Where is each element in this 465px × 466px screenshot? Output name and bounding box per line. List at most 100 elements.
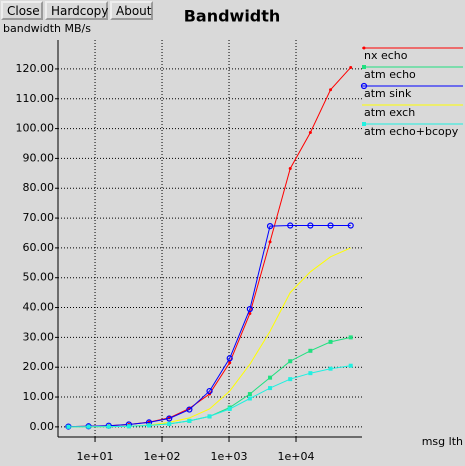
data-point — [126, 424, 131, 429]
data-point — [327, 222, 334, 229]
data-point — [266, 223, 274, 230]
data-point — [187, 418, 192, 423]
y-tick-label: 120.00 — [16, 62, 55, 75]
legend-label: atm echo — [364, 68, 416, 81]
series-line — [68, 336, 351, 428]
y-tick-label: 100.00 — [16, 122, 55, 135]
series-line — [68, 67, 352, 428]
data-point — [107, 424, 111, 428]
data-point — [65, 423, 72, 430]
series-line — [68, 225, 351, 428]
data-point — [347, 222, 354, 229]
series-line — [68, 247, 351, 428]
y-tick-label: 90.00 — [23, 151, 55, 164]
data-point — [125, 421, 132, 428]
y-tick-label: 40.00 — [23, 301, 55, 314]
legend-marker — [362, 46, 366, 50]
chart-title: Bandwidth — [184, 7, 281, 26]
data-point — [227, 406, 232, 411]
data-point — [226, 355, 233, 362]
data-point — [288, 377, 293, 382]
x-tick-label: 1e+02 — [144, 450, 181, 463]
legend-label: atm exch — [364, 106, 415, 119]
y-tick-label: 70.00 — [23, 211, 55, 224]
data-point — [166, 415, 173, 422]
data-point — [126, 424, 131, 429]
legend-marker — [360, 82, 368, 90]
y-tick-label: 110.00 — [16, 92, 55, 105]
legend-marker — [362, 65, 366, 69]
data-point — [228, 361, 232, 365]
data-point — [127, 422, 131, 426]
legend-marker — [362, 122, 366, 126]
data-point — [105, 422, 112, 429]
legend-label: nx echo — [364, 49, 408, 62]
data-point — [86, 424, 91, 429]
data-point — [246, 305, 253, 313]
data-point — [288, 359, 293, 364]
data-point — [268, 386, 273, 391]
legend-label: atm sink — [364, 87, 412, 100]
data-point — [287, 222, 294, 229]
y-tick-label: 0.00 — [30, 420, 55, 433]
data-point — [268, 240, 272, 244]
data-point — [86, 424, 91, 429]
y-tick-label: 20.00 — [23, 360, 55, 373]
x-tick-label: 1e+04 — [278, 450, 315, 463]
y-tick-label: 10.00 — [23, 390, 55, 403]
data-point — [208, 392, 212, 396]
data-point — [106, 424, 111, 429]
data-point — [66, 425, 70, 429]
data-point — [328, 366, 333, 371]
data-point — [207, 414, 212, 419]
data-point — [247, 392, 252, 397]
data-point — [186, 406, 193, 413]
y-tick-label: 80.00 — [23, 181, 55, 194]
data-point — [308, 371, 313, 376]
data-point — [187, 418, 192, 423]
data-point — [308, 130, 312, 134]
data-point — [328, 339, 333, 344]
y-axis-label: bandwidth MB/s — [3, 22, 91, 35]
x-axis-label: msg lth — [422, 435, 463, 448]
data-point — [206, 387, 213, 395]
hardcopy-button[interactable]: Hardcopy — [45, 1, 108, 20]
close-button[interactable]: Close — [1, 1, 43, 20]
data-point — [348, 363, 353, 368]
data-point — [167, 421, 172, 426]
data-point — [106, 424, 111, 429]
data-point — [85, 423, 92, 430]
data-point — [147, 423, 152, 428]
data-point — [145, 419, 153, 426]
y-tick-label: 30.00 — [23, 330, 55, 343]
x-tick-label: 1e+03 — [211, 450, 248, 463]
data-point — [247, 396, 252, 401]
about-button[interactable]: About — [110, 1, 153, 20]
data-point — [227, 405, 232, 410]
data-point — [147, 423, 152, 428]
data-point — [348, 335, 353, 340]
data-point — [66, 424, 71, 429]
data-point — [167, 416, 171, 420]
data-point — [307, 222, 314, 229]
data-point — [147, 420, 151, 424]
data-point — [349, 65, 353, 69]
data-point — [308, 348, 313, 353]
y-tick-label: 50.00 — [23, 271, 55, 284]
data-point — [167, 421, 172, 426]
data-point — [66, 424, 71, 429]
data-point — [87, 424, 91, 428]
data-point — [207, 414, 212, 419]
data-point — [248, 312, 252, 316]
data-point — [329, 88, 333, 92]
data-point — [268, 375, 273, 380]
series-line — [68, 365, 351, 428]
data-point — [187, 406, 191, 410]
legend-label: atm echo+bcopy — [364, 125, 459, 138]
data-point — [288, 167, 292, 171]
x-tick-label: 1e+01 — [77, 450, 114, 463]
y-tick-label: 60.00 — [23, 241, 55, 254]
